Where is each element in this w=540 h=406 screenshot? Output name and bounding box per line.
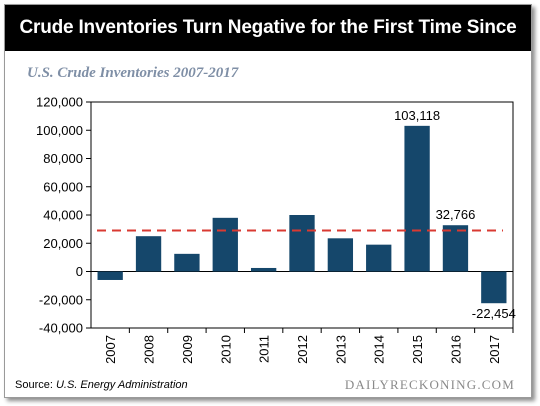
bar-2011 xyxy=(250,267,277,272)
bar-2008 xyxy=(135,236,162,272)
x-tick-label: 2012 xyxy=(295,335,310,364)
data-label-2016: 32,766 xyxy=(436,207,476,222)
source-text: U.S. Energy Administration xyxy=(55,379,188,391)
y-tick-label: 40,000 xyxy=(43,208,83,223)
x-tick-label: 2010 xyxy=(218,335,233,364)
bar-2010 xyxy=(212,217,238,272)
x-tick-label: 2009 xyxy=(180,335,195,364)
x-tick-label: 2016 xyxy=(448,335,463,364)
x-tick-label: 2015 xyxy=(410,335,425,364)
y-tick-label: 60,000 xyxy=(43,179,83,194)
data-label-2017: -22,454 xyxy=(472,306,516,321)
source-label: Source: xyxy=(15,379,53,391)
x-tick-label: 2011 xyxy=(257,335,272,363)
chart-headline: Crude Inventories Turn Negative for the … xyxy=(5,5,531,84)
x-tick-label: 2014 xyxy=(372,335,387,364)
x-tick-label: 2008 xyxy=(142,335,157,364)
bar-2017 xyxy=(481,271,507,304)
bar-2016 xyxy=(442,225,469,272)
bar-2009 xyxy=(174,253,200,272)
x-tick-label: 2013 xyxy=(333,335,348,364)
chart-frame: Crude Inventories Turn Negative for the … xyxy=(4,4,532,398)
y-tick-label: 0 xyxy=(76,264,83,279)
y-tick-label: -40,000 xyxy=(39,321,83,336)
y-tick-label: 80,000 xyxy=(43,151,83,166)
bar-2007 xyxy=(97,271,123,280)
y-tick-label: 100,000 xyxy=(36,123,83,138)
bar-2013 xyxy=(327,238,354,272)
source-note: Source: U.S. Energy Administration xyxy=(15,379,188,391)
y-tick-label: 120,000 xyxy=(36,95,83,110)
x-tick-label: 2007 xyxy=(103,335,118,364)
data-label-2015: 103,118 xyxy=(394,108,440,123)
bar-2014 xyxy=(366,244,392,272)
y-tick-label: -20,000 xyxy=(39,292,83,307)
bar-chart: -40,000 -20,000 0 20,000 40,000 60,000 80,000 1… xyxy=(36,95,516,364)
y-tick-label: 20,000 xyxy=(43,236,83,251)
bar-2012 xyxy=(289,215,315,272)
chart-title: U.S. Crude Inventories 2007-2017 xyxy=(27,65,239,81)
x-tick-label: 2017 xyxy=(487,335,502,364)
brand-watermark: DAILYRECKONING.COM xyxy=(344,377,515,392)
bar-2015 xyxy=(404,125,430,272)
